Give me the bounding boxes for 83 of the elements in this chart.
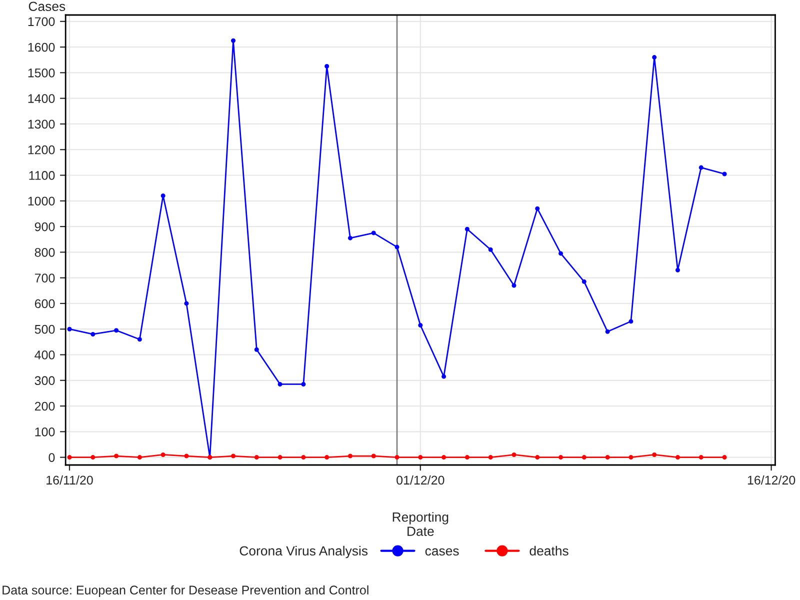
- point: [160, 194, 166, 198]
- point: [254, 347, 259, 352]
- y-tick-label: 500: [34, 324, 55, 334]
- y-tick-label: 1400: [28, 94, 55, 103]
- point: [675, 268, 680, 272]
- y-tick-label: 800: [34, 248, 55, 257]
- point: [464, 226, 470, 232]
- point: [137, 455, 142, 460]
- point: [698, 455, 704, 460]
- point: [324, 64, 330, 69]
- legend-label: cases: [425, 548, 459, 556]
- point: [301, 382, 306, 386]
- point: [512, 283, 516, 288]
- x-tick-label: 01/12/20: [396, 475, 444, 485]
- point: [722, 455, 727, 460]
- point: [254, 455, 259, 460]
- point: [184, 301, 189, 306]
- point: [114, 454, 119, 458]
- point: [371, 230, 376, 236]
- y-tick-label: 200: [34, 402, 55, 411]
- point: [464, 455, 470, 460]
- point: [605, 329, 610, 334]
- point: [90, 332, 96, 336]
- y-tick-label: 1600: [28, 42, 55, 52]
- x-tick-label: 16/11/20: [46, 475, 93, 485]
- point: [160, 452, 166, 457]
- y-tick-label: 1000: [28, 196, 55, 206]
- point: [582, 455, 586, 460]
- source-note: Data source: Euopean Center for Desease Prevention and Control: [2, 585, 368, 597]
- point: [418, 323, 423, 328]
- point: [535, 206, 540, 211]
- y-tick-label: 400: [34, 350, 55, 360]
- point: [278, 455, 282, 460]
- point: [512, 452, 516, 457]
- point: [230, 38, 236, 43]
- y-tick-label: 700: [34, 274, 55, 282]
- y-axis-title: Cases: [28, 2, 66, 12]
- point: [442, 374, 446, 379]
- point: [698, 165, 704, 170]
- point: [418, 455, 423, 460]
- point: [582, 279, 586, 284]
- point: [722, 172, 727, 176]
- point: [535, 455, 540, 460]
- y-tick-label: 1200: [28, 145, 55, 154]
- y-tick-label: 1100: [29, 171, 55, 180]
- y-tick-label: 1300: [28, 120, 55, 129]
- point: [652, 55, 657, 60]
- y-tick-label: 600: [34, 299, 55, 308]
- x-tick-label: 16/12/20: [748, 475, 796, 485]
- point: [278, 382, 282, 386]
- legend-label: deaths: [530, 546, 568, 556]
- x-axis-title: Reporting Date: [392, 512, 448, 536]
- y-tick-label: 900: [34, 222, 55, 232]
- point: [184, 454, 189, 458]
- point: [394, 244, 400, 250]
- point: [394, 455, 400, 460]
- point: [67, 455, 72, 460]
- y-tick-label: 100: [35, 427, 55, 436]
- point: [90, 455, 96, 460]
- point: [324, 455, 330, 460]
- point: [348, 454, 352, 458]
- y-tick-label: 0: [48, 453, 55, 462]
- y-tick-label: 1700: [28, 17, 55, 26]
- point: [628, 319, 634, 324]
- point: [114, 328, 119, 333]
- point: [488, 247, 493, 252]
- point: [652, 452, 657, 457]
- point: [371, 454, 376, 458]
- point: [628, 455, 634, 460]
- point: [558, 455, 564, 460]
- point: [442, 455, 446, 460]
- point: [675, 455, 680, 460]
- point: [67, 326, 72, 332]
- point: [230, 454, 236, 458]
- legend-title: Corona Virus Analysis: [240, 546, 368, 558]
- point: [558, 251, 564, 256]
- point: [488, 455, 493, 460]
- y-tick-label: 1500: [28, 68, 55, 78]
- point: [301, 455, 306, 460]
- point: [605, 455, 610, 460]
- point: [137, 337, 142, 342]
- point: [348, 236, 352, 240]
- y-tick-label: 300: [34, 376, 55, 386]
